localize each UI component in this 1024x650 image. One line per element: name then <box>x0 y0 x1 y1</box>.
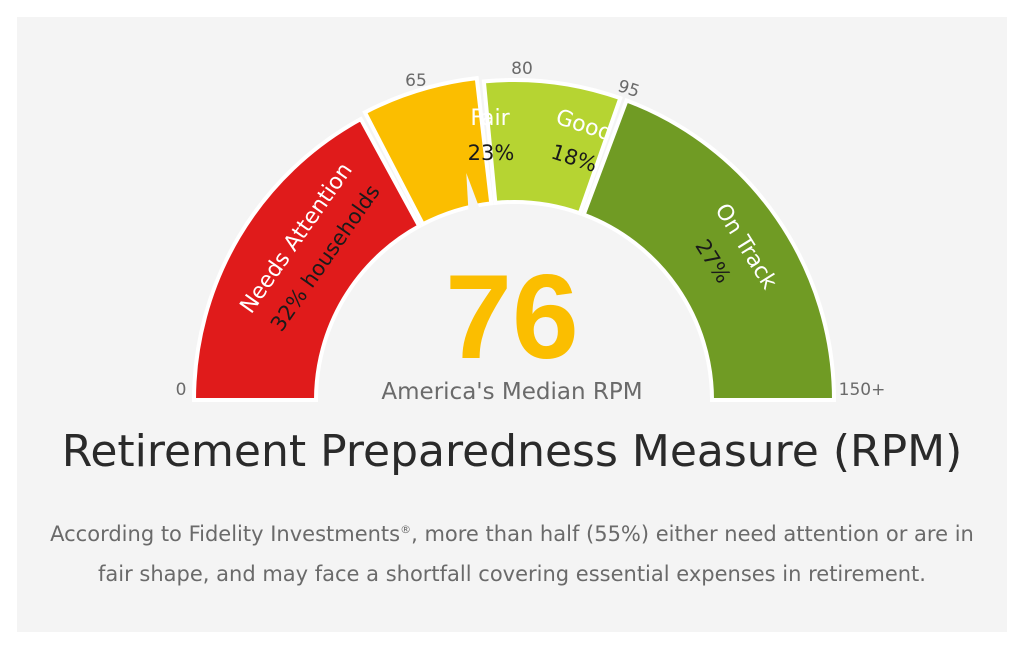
gauge-sector-needs-attention <box>191 116 422 402</box>
gauge-sector-fair <box>362 75 494 227</box>
description-part-2: , more than half (55%) either need atten… <box>98 522 974 586</box>
median-pointer <box>466 172 480 210</box>
gauge-sector-good <box>481 78 623 216</box>
description-part-1: According to Fidelity Investments <box>50 522 401 546</box>
registered-mark: ® <box>400 523 412 536</box>
band-share-fair: 23% <box>468 141 515 165</box>
tick-label-2: 80 <box>511 59 533 79</box>
median-rpm-value: 76 <box>445 250 578 384</box>
tick-label-1: 65 <box>405 71 427 91</box>
description-text: According to Fidelity Investments®, more… <box>40 510 984 594</box>
tick-label-0: 0 <box>176 380 187 400</box>
tick-label-4: 150+ <box>839 380 886 400</box>
band-name-fair: Fair <box>470 106 510 131</box>
chart-title: Retirement Preparedness Measure (RPM) <box>61 426 963 477</box>
median-rpm-caption: America's Median RPM <box>381 379 642 405</box>
gauge-sector-on-track <box>581 97 837 402</box>
